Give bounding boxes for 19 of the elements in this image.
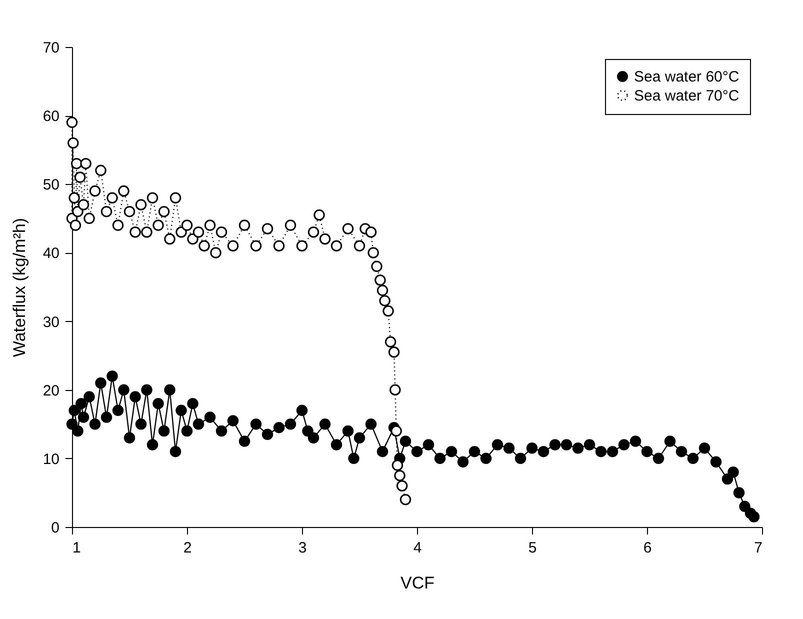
- x-axis-title: VCF: [400, 574, 434, 592]
- legend-label: Sea water 60°C: [634, 68, 740, 86]
- y-tick-label: 40: [42, 245, 60, 262]
- y-tick-label: 20: [42, 382, 60, 400]
- y-tick-label: 50: [42, 176, 60, 194]
- x-tick-label: 7: [754, 540, 762, 556]
- legend-label: Sea water 70°C: [634, 88, 740, 104]
- x-tick-label: 1: [72, 540, 81, 556]
- y-tick-label: 30: [42, 314, 60, 331]
- x-tick-label: 2: [183, 540, 192, 556]
- x-tick-label: 3: [298, 540, 307, 556]
- x-tick-label: 6: [643, 540, 652, 556]
- x-tick-label: 5: [528, 540, 537, 556]
- y-tick-label: 70: [42, 40, 60, 56]
- y-tick-label: 10: [42, 450, 60, 468]
- y-tick-label: 60: [42, 108, 60, 126]
- y-axis-title: Waterflux (kg/m²h): [10, 218, 29, 358]
- y-tick-label: 0: [51, 520, 60, 536]
- x-tick-label: 4: [413, 540, 422, 556]
